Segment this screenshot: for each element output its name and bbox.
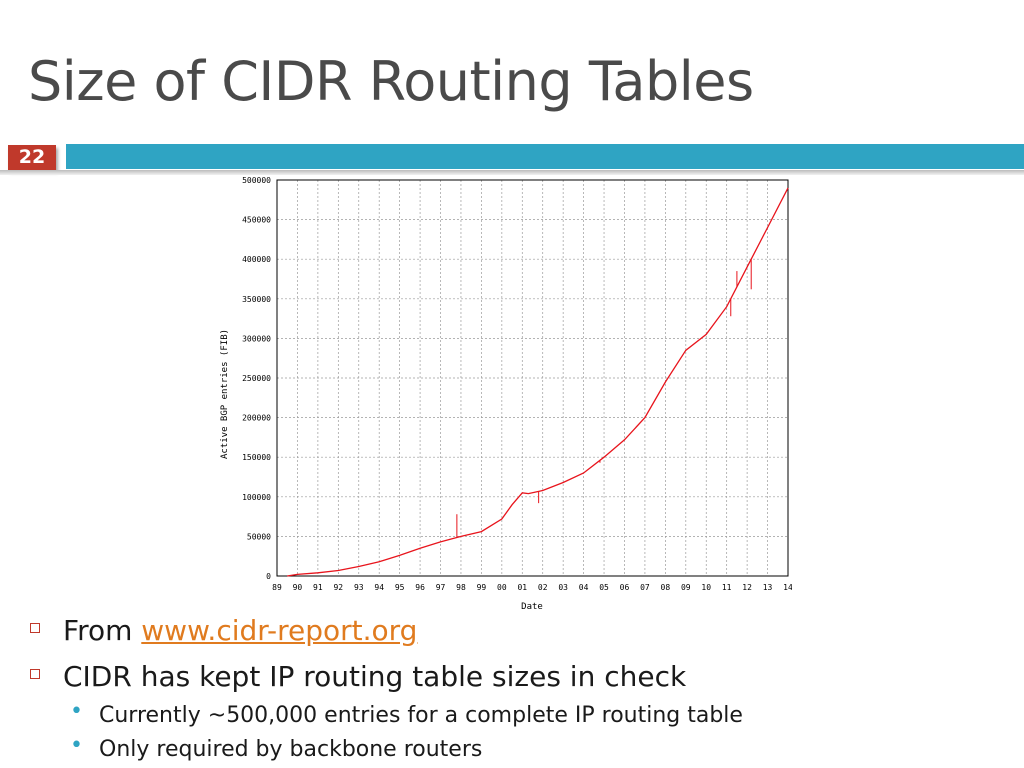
dot-bullet-icon: • xyxy=(70,733,83,758)
bullet-cidr-text: CIDR has kept IP routing table sizes in … xyxy=(63,660,687,693)
y-tick-label: 100000 xyxy=(242,493,271,502)
slide-title: Size of CIDR Routing Tables xyxy=(28,50,754,113)
square-bullet-icon xyxy=(30,623,40,633)
y-tick-label: 350000 xyxy=(242,295,271,304)
y-tick-label: 450000 xyxy=(242,216,271,225)
y-tick-label: 250000 xyxy=(242,374,271,383)
x-tick-label: 02 xyxy=(538,583,548,592)
routing-table-chart: 0 50000 100000 150000 200000 250000 300000 3500… xyxy=(218,176,792,616)
title-band-shadow xyxy=(0,170,1024,175)
x-tick-label: 05 xyxy=(599,583,609,592)
x-axis-label: Date xyxy=(521,602,543,612)
x-tick-label: 95 xyxy=(395,583,405,592)
x-tick-label: 07 xyxy=(640,583,650,592)
subbullet-backbone: • Only required by backbone routers xyxy=(70,733,483,762)
x-tick-label: 00 xyxy=(497,583,507,592)
x-tick-label: 97 xyxy=(436,583,446,592)
x-tick-label: 10 xyxy=(701,583,711,592)
bullet-source-prefix: From xyxy=(63,614,142,647)
x-tick-label: 92 xyxy=(333,583,343,592)
y-tick-label: 200000 xyxy=(242,414,271,423)
y-tick-label: 400000 xyxy=(242,255,271,264)
title-band xyxy=(66,144,1024,169)
y-axis-label: Active BGP entries (FIB) xyxy=(220,329,230,459)
y-tick-label: 50000 xyxy=(247,532,271,541)
x-tick-label: 96 xyxy=(415,583,425,592)
dot-bullet-icon: • xyxy=(70,699,83,724)
bullet-cidr: CIDR has kept IP routing table sizes in … xyxy=(30,660,686,693)
x-tick-label: 11 xyxy=(722,583,732,592)
x-tick-label: 03 xyxy=(558,583,568,592)
x-tick-label: 01 xyxy=(517,583,527,592)
x-tick-label: 94 xyxy=(374,583,384,592)
slide-number: 22 xyxy=(8,145,56,170)
x-tick-label: 13 xyxy=(763,583,773,592)
y-axis-ticks: 0 50000 100000 150000 200000 250000 300000 3500… xyxy=(242,176,271,581)
y-tick-label: 150000 xyxy=(242,453,271,462)
x-tick-label: 89 xyxy=(272,583,282,592)
subbullet-current: • Currently ~500,000 entries for a compl… xyxy=(70,699,743,728)
subbullet-backbone-text: Only required by backbone routers xyxy=(99,737,483,762)
chart-grid xyxy=(277,180,788,576)
x-tick-label: 91 xyxy=(313,583,323,592)
x-axis-ticks: 89 90 91 92 93 94 95 96 97 98 99 00 01 02 03 04 05 06 07 08… xyxy=(272,583,792,592)
x-tick-label: 90 xyxy=(293,583,303,592)
x-tick-label: 93 xyxy=(354,583,364,592)
x-tick-label: 12 xyxy=(742,583,752,592)
x-tick-label: 04 xyxy=(579,583,589,592)
x-tick-label: 98 xyxy=(456,583,466,592)
series-line xyxy=(287,187,789,577)
y-tick-label: 500000 xyxy=(242,176,271,185)
y-tick-label: 0 xyxy=(266,572,271,581)
x-tick-label: 09 xyxy=(681,583,691,592)
plot-border xyxy=(276,179,789,577)
x-tick-label: 06 xyxy=(620,583,630,592)
subbullet-current-text: Currently ~500,000 entries for a complet… xyxy=(99,703,743,728)
chart-background xyxy=(218,176,792,616)
plot-lines xyxy=(287,187,789,577)
y-tick-label: 300000 xyxy=(242,334,271,343)
square-bullet-icon xyxy=(30,669,40,679)
x-tick-label: 08 xyxy=(661,583,671,592)
cidr-report-link[interactable]: www.cidr-report.org xyxy=(141,614,418,647)
bullet-source: From www.cidr-report.org xyxy=(30,614,417,647)
x-tick-label: 99 xyxy=(477,583,487,592)
x-tick-label: 14 xyxy=(783,583,792,592)
